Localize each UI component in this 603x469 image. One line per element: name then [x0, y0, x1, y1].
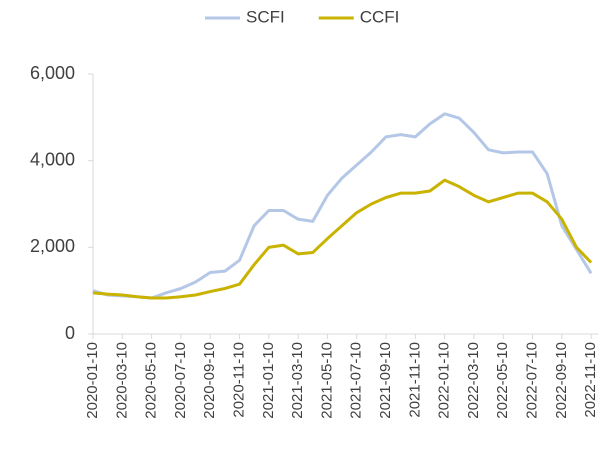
y-tick-label: 2,000	[30, 236, 75, 256]
series-line	[92, 112, 593, 300]
series-line	[92, 178, 593, 300]
x-tick-label: 2022-05-10	[494, 342, 511, 419]
x-tick-label: 2021-07-10	[348, 342, 365, 419]
x-tick-label: 2021-09-10	[377, 342, 394, 419]
x-tick-label: 2022-09-10	[553, 342, 570, 419]
x-tick-label: 2022-01-10	[436, 342, 453, 419]
y-tick-label: 4,000	[30, 149, 75, 169]
x-tick-label: 2020-01-10	[84, 342, 101, 419]
x-tick-label: 2020-09-10	[201, 342, 218, 419]
x-tick-label: 2020-07-10	[172, 342, 189, 419]
x-tick-label: 2022-11-10	[582, 342, 599, 418]
x-tick-label: 2020-11-10	[230, 342, 247, 418]
x-tick-label: 2022-03-10	[465, 342, 482, 419]
x-tick-label: 2022-07-10	[523, 342, 540, 419]
x-tick-label: 2021-01-10	[260, 342, 277, 419]
legend-label: SCFI	[246, 7, 285, 26]
x-tick-label: 2020-03-10	[113, 342, 130, 419]
x-tick-label: 2021-11-10	[406, 342, 423, 418]
x-tick-label: 2020-05-10	[143, 342, 160, 419]
x-tick-label: 2021-05-10	[318, 342, 335, 419]
legend-label: CCFI	[360, 7, 400, 26]
y-tick-label: 0	[65, 323, 75, 343]
y-tick-label: 6,000	[30, 63, 75, 83]
x-tick-label: 2021-03-10	[289, 342, 306, 419]
